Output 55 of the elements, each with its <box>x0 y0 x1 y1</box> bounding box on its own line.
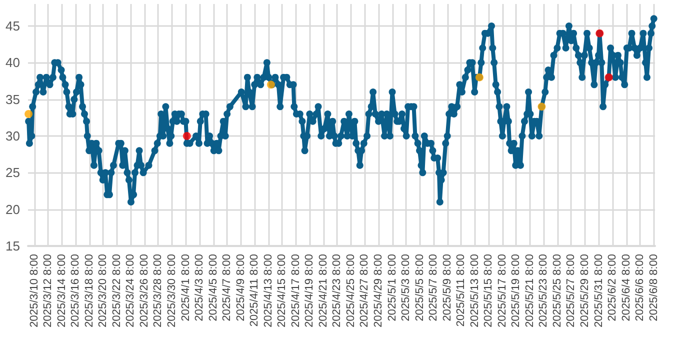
x-tick-label: 2025/3/18 8:00 <box>83 254 96 328</box>
x-tick-label: 2025/5/31 8:00 <box>592 254 605 328</box>
x-tick-label: 2025/4/7 8:00 <box>221 254 234 322</box>
x-tick-label: 2025/4/25 8:00 <box>344 254 357 328</box>
x-tick-label: 2025/5/29 8:00 <box>579 254 592 328</box>
x-tick-label: 2025/4/19 8:00 <box>304 254 316 328</box>
y-tick-label: 25 <box>6 165 20 180</box>
x-tick-label: 2025/6/8 8:00 <box>648 254 660 322</box>
x-tick-label: 2025/3/14 8:00 <box>56 254 68 328</box>
y-tick-label: 45 <box>6 18 20 34</box>
y-tick-label: 40 <box>6 55 20 70</box>
x-tick-label: 2025/4/11 8:00 <box>248 254 261 327</box>
x-tick-label: 2025/5/1 8:00 <box>386 254 398 322</box>
x-tick-label: 2025/4/13 8:00 <box>262 254 274 328</box>
x-tick-label: 2025/5/15 8:00 <box>482 254 495 328</box>
x-tick-label: 2025/3/10 8:00 <box>28 254 40 328</box>
x-tick-label: 2025/4/9 8:00 <box>234 254 247 322</box>
x-tick-label: 2025/4/21 8:00 <box>317 254 330 328</box>
x-tick-label: 2025/3/24 8:00 <box>124 254 137 328</box>
y-tick-label: 20 <box>6 202 20 217</box>
x-tick-label: 2025/3/26 8:00 <box>138 254 150 328</box>
x-tick-label: 2025/5/25 8:00 <box>551 254 564 328</box>
x-tick-label: 2025/4/29 8:00 <box>372 254 384 328</box>
x-tick-label: 2025/4/27 8:00 <box>358 254 371 328</box>
x-tick-label: 2025/5/3 8:00 <box>400 254 412 322</box>
x-tick-label: 2025/4/15 8:00 <box>276 254 288 328</box>
x-tick-label: 2025/3/16 8:00 <box>70 254 82 328</box>
x-tick-label: 2025/5/5 8:00 <box>414 254 426 322</box>
x-tick-label: 2025/5/19 8:00 <box>510 254 522 328</box>
point <box>182 132 191 140</box>
x-tick-label: 2025/5/23 8:00 <box>538 254 550 328</box>
x-tick-label: 2025/6/6 8:00 <box>634 254 646 322</box>
point <box>24 110 33 118</box>
x-tick-label: 2025/5/11 8:00 <box>455 254 468 327</box>
x-tick-label: 2025/3/20 8:00 <box>97 254 110 328</box>
x-tick-label: 2025/5/27 8:00 <box>565 254 578 328</box>
x-tick-label: 2025/5/7 8:00 <box>428 254 440 322</box>
y-tick-label: 30 <box>6 128 20 144</box>
x-tick-label: 2025/6/2 8:00 <box>606 254 619 322</box>
x-tick-label: 2025/3/12 8:00 <box>42 254 54 328</box>
x-tick-label: 2025/3/28 8:00 <box>152 254 164 328</box>
x-tick-label: 2025/4/23 8:00 <box>331 254 344 328</box>
x-tick-label: 2025/5/17 8:00 <box>496 254 508 328</box>
x-tick-label: 2025/4/5 8:00 <box>207 254 220 322</box>
x-tick-label: 2025/5/13 8:00 <box>468 254 481 328</box>
x-tick-label: 2025/3/22 8:00 <box>110 254 123 328</box>
x-tick-label: 2025/3/30 8:00 <box>166 254 178 328</box>
x-tick-label: 2025/5/9 8:00 <box>441 254 454 322</box>
x-tick-label: 2025/6/4 8:00 <box>620 254 632 322</box>
x-tick-label: 2025/5/21 8:00 <box>524 254 536 328</box>
y-tick-label: 15 <box>6 238 20 254</box>
y-tick-label: 35 <box>6 92 20 107</box>
x-tick-label: 2025/4/1 8:00 <box>180 254 192 322</box>
x-tick-label: 2025/4/3 8:00 <box>194 254 206 322</box>
x-tick-label: 2025/4/17 8:00 <box>290 254 302 328</box>
